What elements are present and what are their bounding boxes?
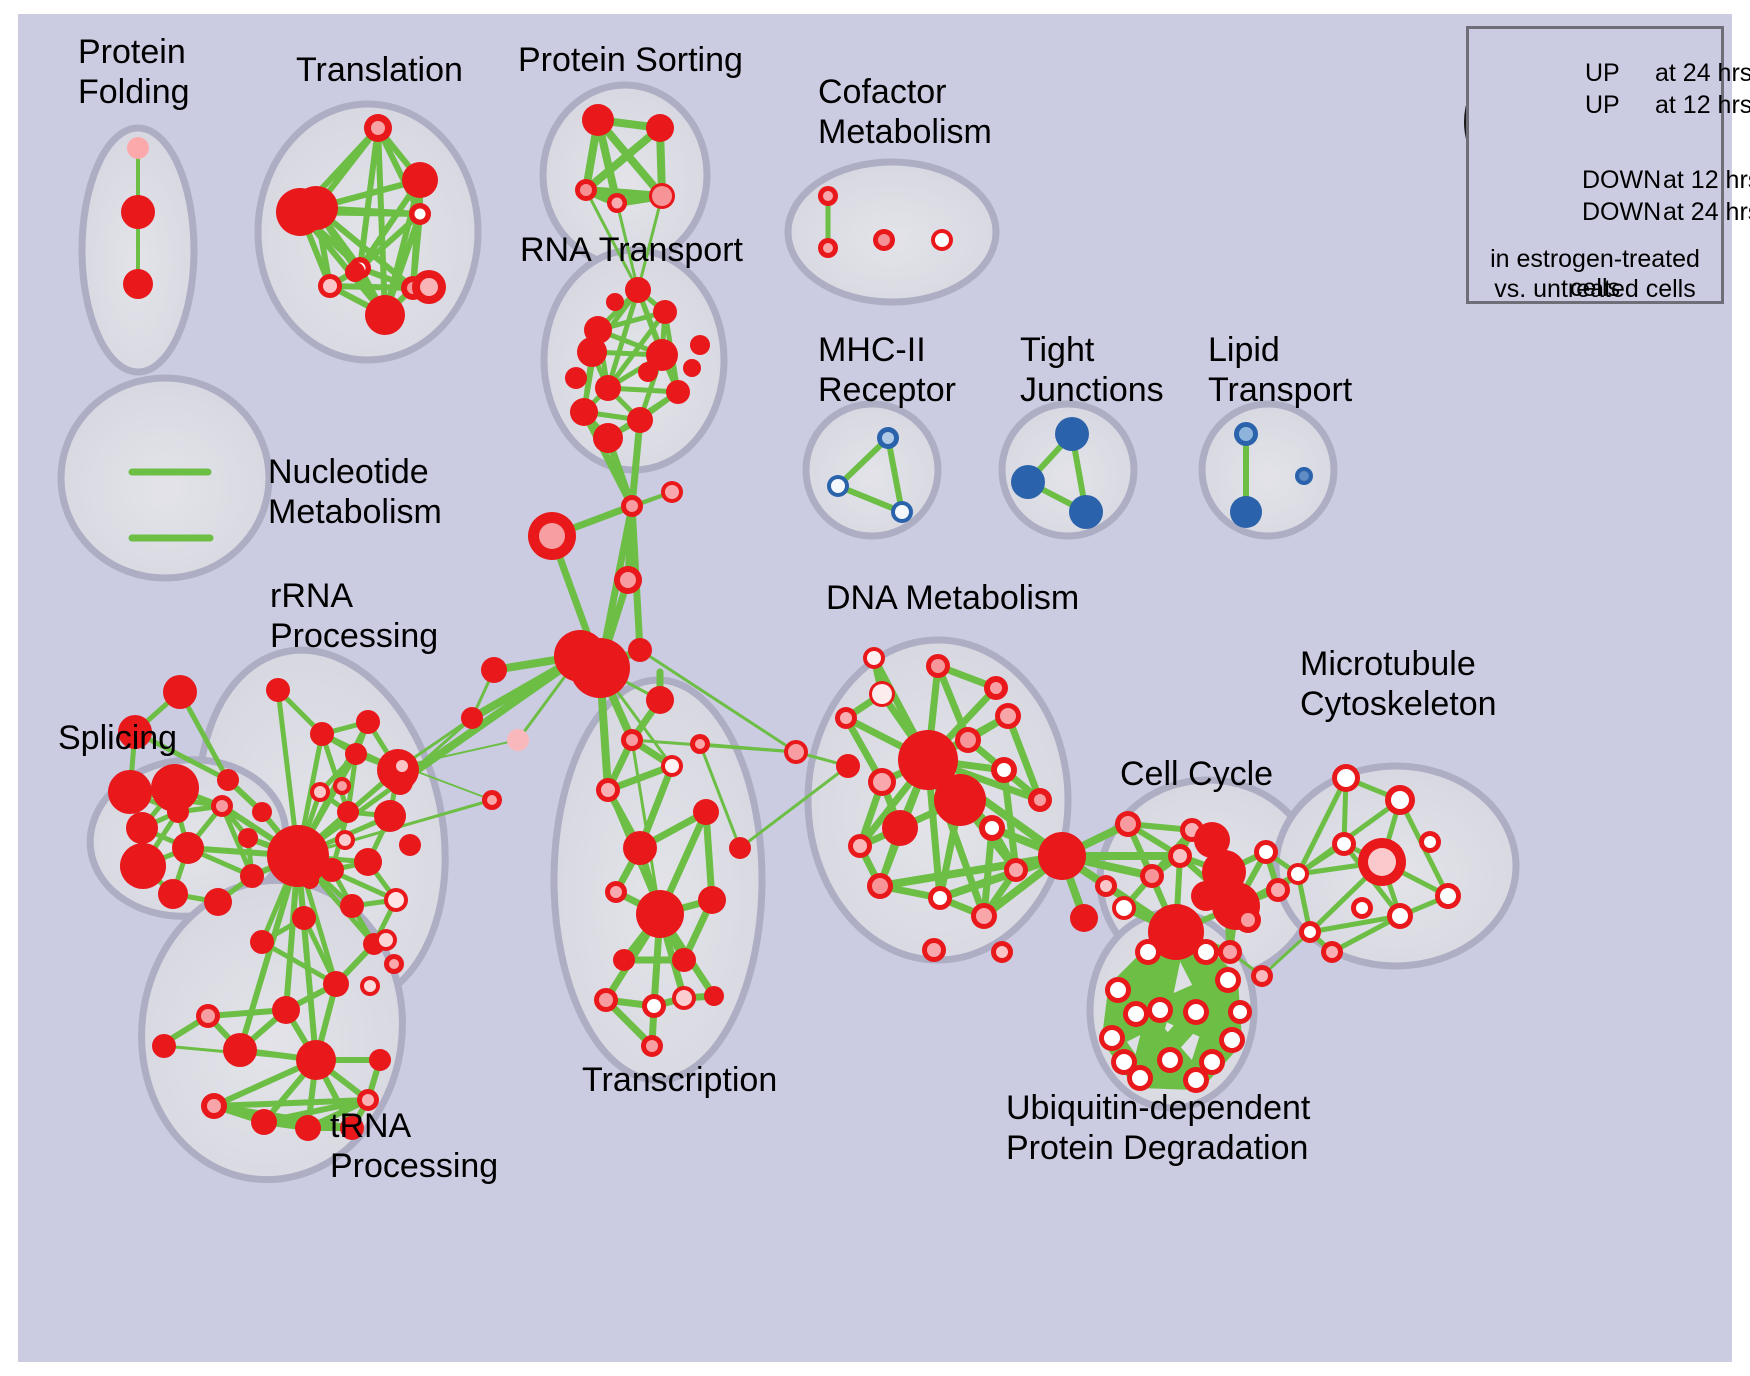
legend-time-3: at 24 hrs [1663, 198, 1750, 226]
cluster-label-trna-processing: tRNA Processing [330, 1107, 499, 1185]
cluster-label-rrna-processing: rRNA Processing [270, 577, 439, 655]
legend-state-1: UP [1585, 91, 1620, 119]
cluster-label-mhc-ii-receptor: MHC-II Receptor [818, 331, 956, 409]
cluster-label-tight-junctions: Tight Junctions [1020, 331, 1164, 409]
cluster-label-lipid-transport: Lipid Transport [1208, 331, 1353, 409]
legend-box: UP at 24 hrs UP at 12 hrs DOWN at 12 hrs… [1466, 26, 1750, 304]
cluster-label-translation: Translation [296, 51, 463, 89]
blob-nucleotide [57, 374, 273, 582]
legend-time-0: at 24 hrs [1655, 59, 1750, 87]
cluster-label-splicing: Splicing [58, 719, 178, 757]
cluster-label-nucleotide-metabolism: Nucleotide Metabolism [268, 453, 442, 531]
legend-time-2: at 12 hrs [1663, 166, 1750, 194]
blob-tight-junctions [998, 400, 1138, 540]
legend-time-1: at 12 hrs [1655, 91, 1750, 119]
legend-state-0: UP [1585, 59, 1620, 87]
cluster-label-dna-metabolism: DNA Metabolism [826, 579, 1080, 617]
legend-text-group: UP at 24 hrs UP at 12 hrs DOWN at 12 hrs… [1469, 29, 1750, 303]
cluster-label-microtubule-cytoskeleton: Microtubule Cytoskeleton [1300, 645, 1497, 723]
blob-cofactor [784, 158, 1000, 306]
cluster-label-cell-cycle: Cell Cycle [1120, 755, 1274, 793]
blob-transcription [550, 676, 766, 1084]
cluster-label-transcription: Transcription [582, 1061, 778, 1099]
cluster-label-rna-transport: RNA Transport [520, 231, 743, 269]
network-nodes [108, 104, 1461, 1141]
legend-state-2: DOWN [1582, 166, 1662, 194]
legend-footer-line-1: in estrogen-treated cells [1490, 245, 1700, 302]
cluster-label-ubiquitin-degradation: Ubiquitin-dependent Protein Degradation [1006, 1089, 1311, 1167]
legend-state-3: DOWN [1582, 198, 1662, 226]
cluster-label-protein-sorting: Protein Sorting [518, 41, 743, 79]
cluster-label-protein-folding: Protein Folding [78, 33, 190, 111]
legend-footer-line-2: vs. untreated cells [1494, 275, 1696, 303]
blob-lipid-transport [1198, 400, 1338, 540]
blob-mhc [802, 400, 942, 540]
cluster-label-cofactor-metabolism: Cofactor Metabolism [818, 73, 992, 151]
